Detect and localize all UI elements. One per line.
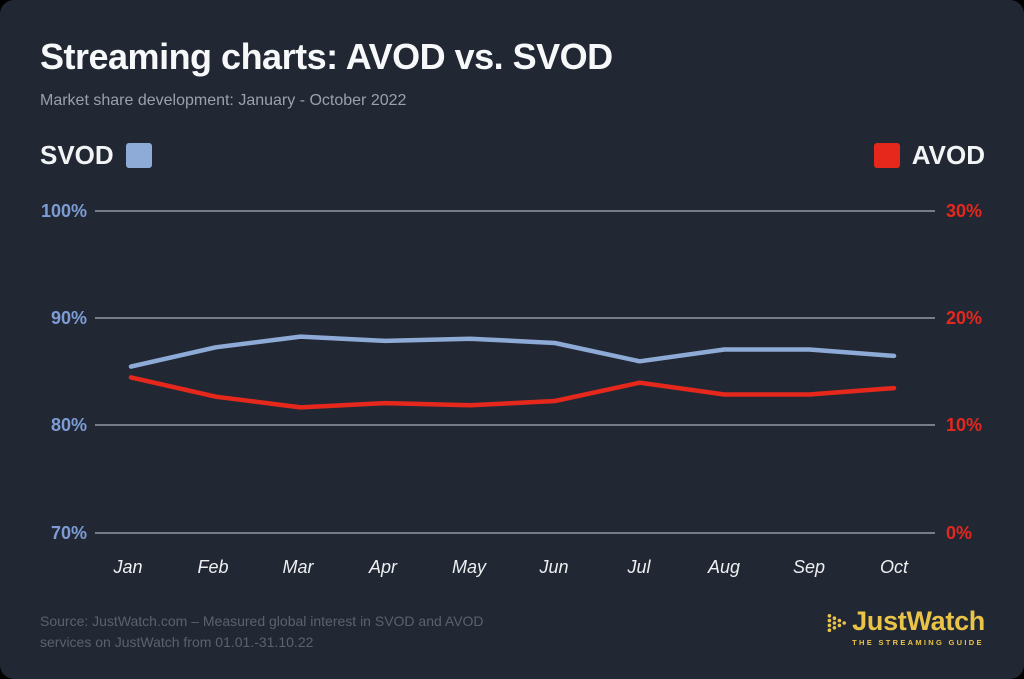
left-axis-tick-80: 80% [50, 415, 87, 435]
line-avod [128, 375, 897, 410]
x-axis-label-feb: Feb [197, 557, 229, 577]
left-axis-tick-90: 90% [50, 308, 87, 328]
x-axis-label-sep: Sep [792, 557, 826, 577]
x-axis-label-may: May [451, 557, 486, 577]
x-axis-label-apr: Apr [368, 557, 397, 577]
x-axis-label-jan: Jan [113, 557, 143, 577]
right-axis-tick-30: 30% [946, 201, 983, 221]
source-note: Source: JustWatch.com – Measured global … [40, 611, 484, 653]
left-axis-tick-70: 70% [50, 523, 87, 543]
source-note-line1: Source: JustWatch.com – Measured global … [40, 613, 484, 629]
justwatch-logo-text: JustWatch [852, 606, 985, 636]
right-axis-tick-0: 0% [946, 523, 973, 543]
legend-avod-label: AVOD [911, 140, 985, 170]
page-subtitle: Market share development: January - Octo… [40, 92, 407, 109]
legend-svod: SVOD [40, 140, 152, 171]
gridline-70 [95, 532, 935, 534]
gridline-90 [95, 317, 935, 319]
left-axis-tick-100: 100% [40, 201, 87, 221]
gridline-80 [95, 424, 935, 426]
right-axis-tick-20: 20% [946, 308, 983, 328]
svod-color-swatch [125, 143, 152, 168]
right-axis-tick-10: 10% [946, 415, 983, 435]
line-svod [128, 334, 897, 369]
avod-color-swatch [873, 143, 900, 168]
x-axis-label-mar: Mar [282, 557, 314, 577]
legend-avod: AVOD [873, 140, 985, 171]
x-axis-label-jun: Jun [539, 557, 569, 577]
page-title: Streaming charts: AVOD vs. SVOD [40, 36, 613, 77]
justwatch-play-dots-icon [827, 614, 847, 632]
gridline-100 [95, 210, 935, 212]
justwatch-logo-tagline: THE STREAMING GUIDE [852, 638, 984, 647]
x-axis-label-jul: Jul [627, 557, 651, 577]
source-note-line2: services on JustWatch from 01.01.-31.10.… [40, 634, 314, 650]
x-axis-label-oct: Oct [879, 557, 908, 577]
justwatch-logo: JustWatch THE STREAMING GUIDE [827, 607, 985, 647]
legend-svod-label: SVOD [40, 140, 114, 170]
x-axis-label-aug: Aug [707, 557, 741, 577]
